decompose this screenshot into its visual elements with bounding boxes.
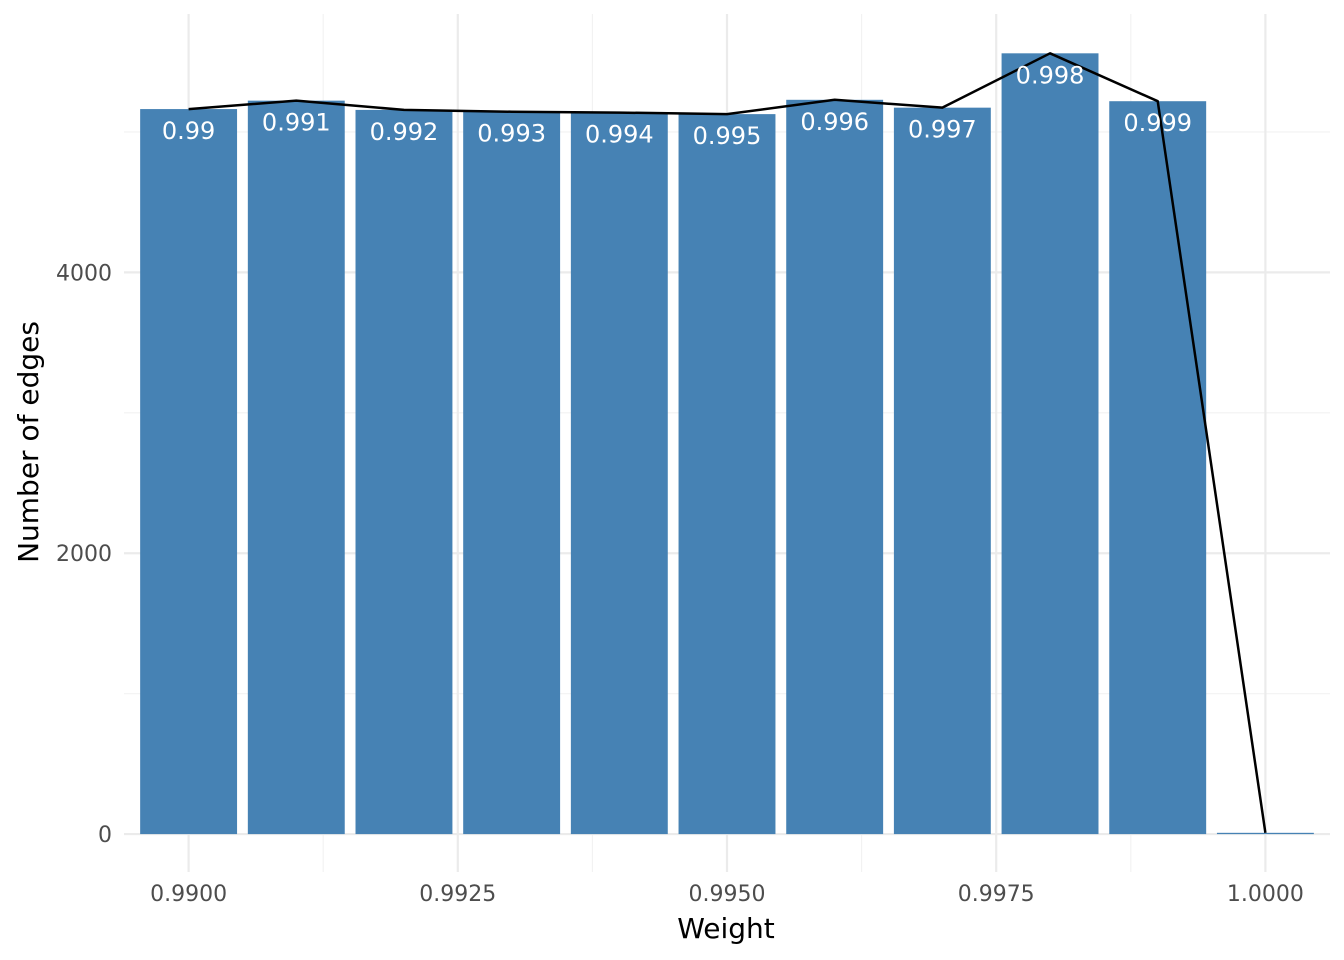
bar-value-label: 0.996 [800,108,869,136]
x-axis-title: Weight [677,912,775,945]
trend-line [188,52,1267,834]
bar [247,100,345,835]
bar [140,109,238,835]
tick-labels: 0.9900 0.9925 0.9950 0.9975 1.0000 0 2000 4000 [56,261,1304,907]
y-tick-label: 2000 [56,542,112,567]
bar [1001,53,1099,835]
y-axis-title: Number of edges [12,321,45,563]
x-tick-label: 0.9925 [419,882,496,907]
y-tick-label: 0 [98,823,112,848]
bar-value-label: 0.994 [585,121,654,149]
bar [1216,832,1314,835]
bar [570,112,668,835]
bar [893,107,991,835]
bar-value-label: 0.993 [477,120,546,148]
x-tick-label: 0.9975 [958,882,1035,907]
bar-value-label: 0.99 [162,117,215,145]
bar [678,114,776,835]
bar-value-label: 0.991 [262,109,331,137]
bar [786,99,884,835]
bar-value-label: 0.998 [1016,61,1085,89]
bar [1109,101,1207,835]
bar-value-label: 0.992 [370,118,439,146]
y-tick-label: 4000 [56,261,112,286]
x-tick-label: 0.9950 [689,882,766,907]
bars [140,53,1314,835]
bar-value-label: 0.995 [693,122,762,150]
bar-value-label: 0.999 [1123,109,1192,137]
bar-value-label: 0.997 [908,116,977,144]
x-tick-label: 0.9900 [150,882,227,907]
bar [463,111,561,835]
bar-labels: 0.99 0.991 0.992 0.993 0.994 0.995 0.996 0.997 0… [162,61,1192,150]
bar [355,109,453,835]
trend-line-group [188,52,1267,834]
x-tick-label: 1.0000 [1227,882,1304,907]
